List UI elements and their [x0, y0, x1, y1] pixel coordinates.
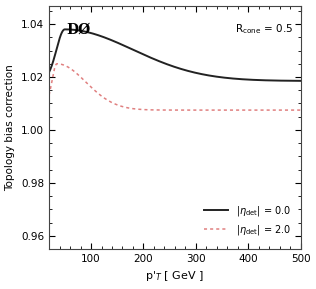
- Y-axis label: Topology bias correction: Topology bias correction: [6, 64, 15, 191]
- Legend: $|\eta_{\mathrm{det}}|$ = 0.0, $|\eta_{\mathrm{det}}|$ = 2.0: $|\eta_{\mathrm{det}}|$ = 0.0, $|\eta_{\…: [202, 201, 293, 239]
- X-axis label: p'$_T$ [ GeV ]: p'$_T$ [ GeV ]: [145, 269, 204, 284]
- Text: R$_{\mathrm{cone}}$ = 0.5: R$_{\mathrm{cone}}$ = 0.5: [235, 23, 293, 36]
- Text: DØ: DØ: [67, 23, 91, 37]
